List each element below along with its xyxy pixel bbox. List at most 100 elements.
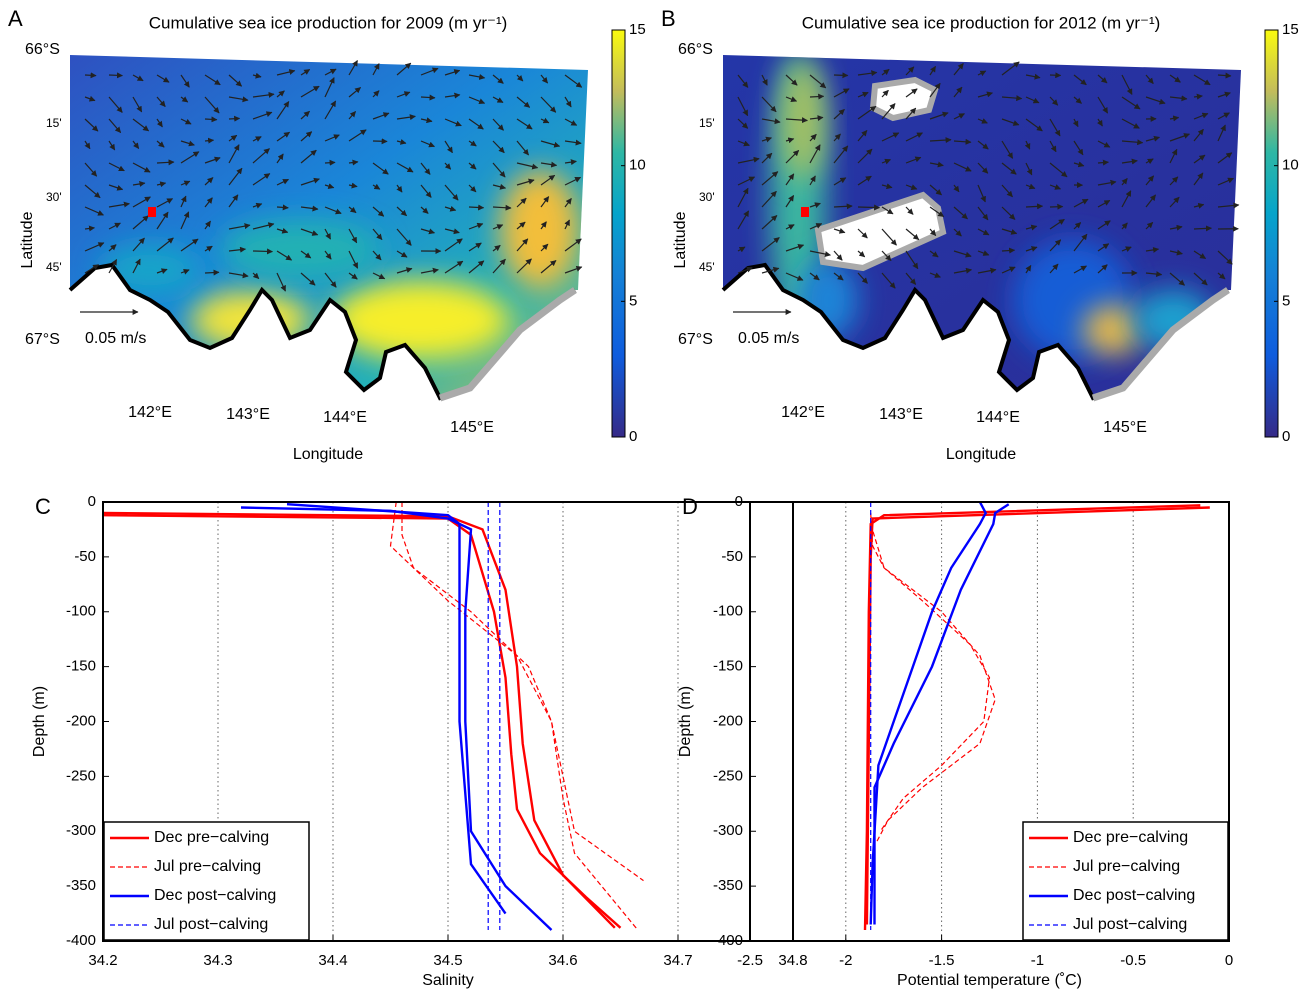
velocity-arrow: [881, 183, 893, 190]
velocity-arrow: [348, 228, 358, 244]
velocity-arrow: [1121, 158, 1138, 165]
velocity-arrow: [905, 206, 914, 215]
profiles: [863, 502, 1210, 931]
velocity-arrow: [492, 140, 505, 154]
field-patch: [1133, 290, 1213, 350]
velocity-arrow: [396, 267, 413, 274]
lon-label: 144°E: [976, 409, 1020, 426]
velocity-arrow: [204, 116, 218, 123]
velocity-arrow: [1097, 179, 1117, 186]
scale-label: 0.05 m/s: [738, 330, 799, 347]
velocity-arrow: [737, 140, 750, 147]
velocity-arrow: [276, 69, 296, 76]
velocity-arrow: [228, 194, 239, 208]
velocity-arrow: [396, 91, 411, 98]
velocity-arrow: [276, 227, 289, 234]
velocity-arrow: [785, 117, 808, 124]
velocity-arrow: [1121, 96, 1141, 110]
lon-label: 142°E: [781, 404, 825, 421]
velocity-arrow: [300, 131, 313, 142]
velocity-arrow: [1121, 139, 1144, 146]
velocity-arrow: [252, 111, 273, 120]
velocity-arrow: [881, 206, 894, 215]
y-tick-label: -350: [713, 877, 743, 894]
velocity-arrow: [372, 90, 380, 98]
field-patch: [500, 170, 580, 290]
velocity-arrow: [420, 140, 435, 148]
velocity-arrow: [1001, 228, 1018, 235]
velocity-arrow: [833, 203, 853, 210]
velocity-arrow: [492, 162, 506, 178]
velocity-arrow: [132, 258, 141, 274]
velocity-arrow: [468, 204, 485, 211]
lon-label: 145°E: [450, 419, 494, 436]
velocity-arrow: [180, 211, 190, 230]
velocity-arrow: [132, 196, 151, 208]
velocity-arrow: [1025, 203, 1044, 210]
velocity-arrow: [468, 73, 486, 80]
velocity-arrow: [444, 92, 461, 99]
colorbar-tick-label: 5: [1282, 292, 1290, 309]
velocity-arrow: [540, 196, 550, 208]
velocity-arrow: [1169, 249, 1183, 256]
velocity-arrow: [1121, 190, 1132, 208]
velocity-arrow: [761, 215, 778, 230]
velocity-arrow: [372, 63, 380, 76]
x-tick-label: -2: [839, 952, 852, 969]
velocity-arrow: [564, 265, 583, 274]
velocity-arrow: [108, 140, 116, 151]
field-patch: [330, 280, 510, 360]
velocity-arrow: [1025, 264, 1032, 274]
lat-label: 67°S: [25, 331, 60, 348]
profiles: [103, 502, 644, 931]
map-title: Cumulative sea ice production for 2009 (…: [149, 13, 508, 32]
velocity-arrow: [1049, 239, 1062, 252]
velocity-arrow: [84, 140, 91, 150]
velocity-arrow: [1121, 177, 1128, 186]
velocity-arrow: [516, 197, 527, 208]
velocity-arrow: [444, 238, 463, 252]
velocity-arrow: [881, 250, 892, 262]
velocity-arrow: [977, 140, 989, 150]
velocity-arrow: [1193, 154, 1206, 164]
velocity-arrow: [737, 266, 753, 274]
iceberg: [869, 76, 939, 122]
velocity-arrow: [1217, 124, 1226, 142]
velocity-arrow: [516, 162, 539, 170]
velocity-arrow: [1049, 218, 1065, 230]
legend-label: Dec post−calving: [154, 887, 276, 904]
velocity-arrow: [276, 131, 291, 142]
velocity-arrow: [761, 237, 780, 252]
profile-line: [869, 502, 988, 925]
y-axis-label: Latitude: [672, 211, 689, 268]
velocity-arrow: [977, 70, 987, 77]
velocity-arrow: [492, 96, 504, 103]
field-patch: [190, 290, 310, 350]
velocity-arrow: [785, 150, 800, 164]
velocity-arrow: [953, 250, 972, 258]
velocity-arrow: [228, 144, 240, 164]
velocity-arrow: [204, 177, 214, 186]
velocity-arrow: [785, 272, 804, 281]
velocity-arrow: [737, 156, 760, 164]
velocity-arrow: [396, 206, 407, 217]
velocity-arrow: [761, 171, 779, 186]
x-tick-label: 0: [1225, 952, 1233, 969]
panel-letter: D: [682, 494, 698, 519]
x-tick-label: 34.3: [203, 952, 232, 969]
velocity-arrow: [785, 224, 795, 230]
lon-label: 143°E: [879, 406, 923, 423]
velocity-arrow: [1073, 140, 1084, 156]
velocity-arrow: [564, 198, 572, 208]
velocity-arrow: [785, 74, 798, 86]
velocity-arrow: [881, 68, 890, 76]
velocity-arrow: [1049, 184, 1061, 190]
station-marker: [148, 207, 156, 217]
velocity-arrow: [396, 162, 414, 173]
velocity-arrow: [540, 161, 558, 168]
y-tick-label: -300: [713, 822, 743, 839]
x-tick-label: -0.5: [1120, 952, 1146, 969]
velocity-arrow: [953, 113, 965, 120]
velocity-arrow: [1001, 247, 1016, 254]
